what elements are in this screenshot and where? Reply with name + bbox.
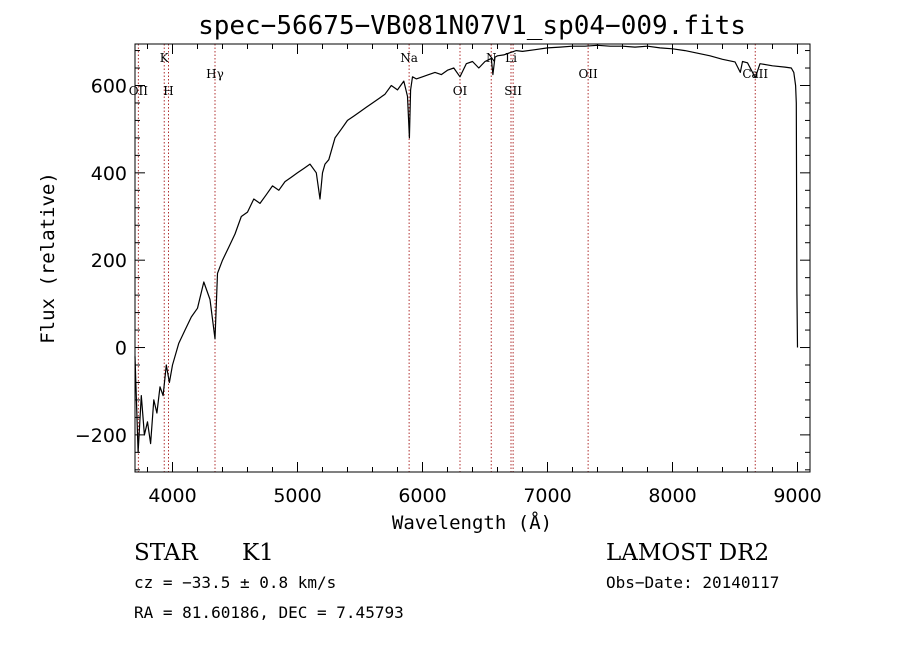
y-axis-label: Flux (relative)	[37, 172, 59, 344]
x-tick-label: 4000	[148, 485, 196, 507]
x-tick-label: 6000	[398, 485, 446, 507]
redshift-text: cz = −33.5 ± 0.8 km/s	[134, 573, 336, 592]
y-tick-label: 0	[115, 338, 127, 360]
y-axis-ticks: −200 0 200 400 600	[75, 50, 810, 471]
spectral-line-label: Hγ	[206, 67, 224, 81]
y-tick-label: −200	[75, 425, 127, 447]
spectral-line-label: OII	[129, 84, 149, 98]
spectral-line-label: Na	[400, 51, 418, 65]
spectrum-series-line	[134, 44, 799, 453]
spectral-line-label: SII	[504, 84, 522, 98]
x-tick-label: 9000	[773, 485, 821, 507]
x-tick-label: 5000	[273, 485, 321, 507]
y-tick-label: 200	[91, 250, 127, 272]
x-tick-label: 7000	[523, 485, 571, 507]
object-type: STAR	[134, 540, 198, 566]
spectral-line-label: Li	[505, 51, 517, 65]
x-axis-label: Wavelength (Å)	[392, 511, 552, 534]
obs-date: Obs−Date: 20140117	[606, 573, 779, 592]
x-axis-ticks: 4000 5000 6000 7000 8000 9000	[147, 44, 822, 507]
spectral-line-label: CaII	[742, 67, 768, 81]
x-tick-label: 8000	[648, 485, 696, 507]
y-tick-label: 400	[91, 163, 127, 185]
plot-frame	[134, 43, 811, 473]
spectral-line-label: OII	[578, 67, 598, 81]
spectral-line-label: OI	[453, 84, 468, 98]
coordinates: RA = 81.60186, DEC = 7.45793	[134, 603, 404, 622]
spectral-line-label: K	[160, 51, 170, 65]
chart-title: spec−56675−VB081N07V1_sp04−009.fits	[198, 11, 746, 41]
y-tick-label: 600	[91, 75, 127, 97]
spectral-line-label: H	[163, 84, 173, 98]
series-layer	[134, 44, 799, 453]
subclass: K1	[242, 540, 274, 566]
survey-name: LAMOST DR2	[606, 540, 769, 566]
